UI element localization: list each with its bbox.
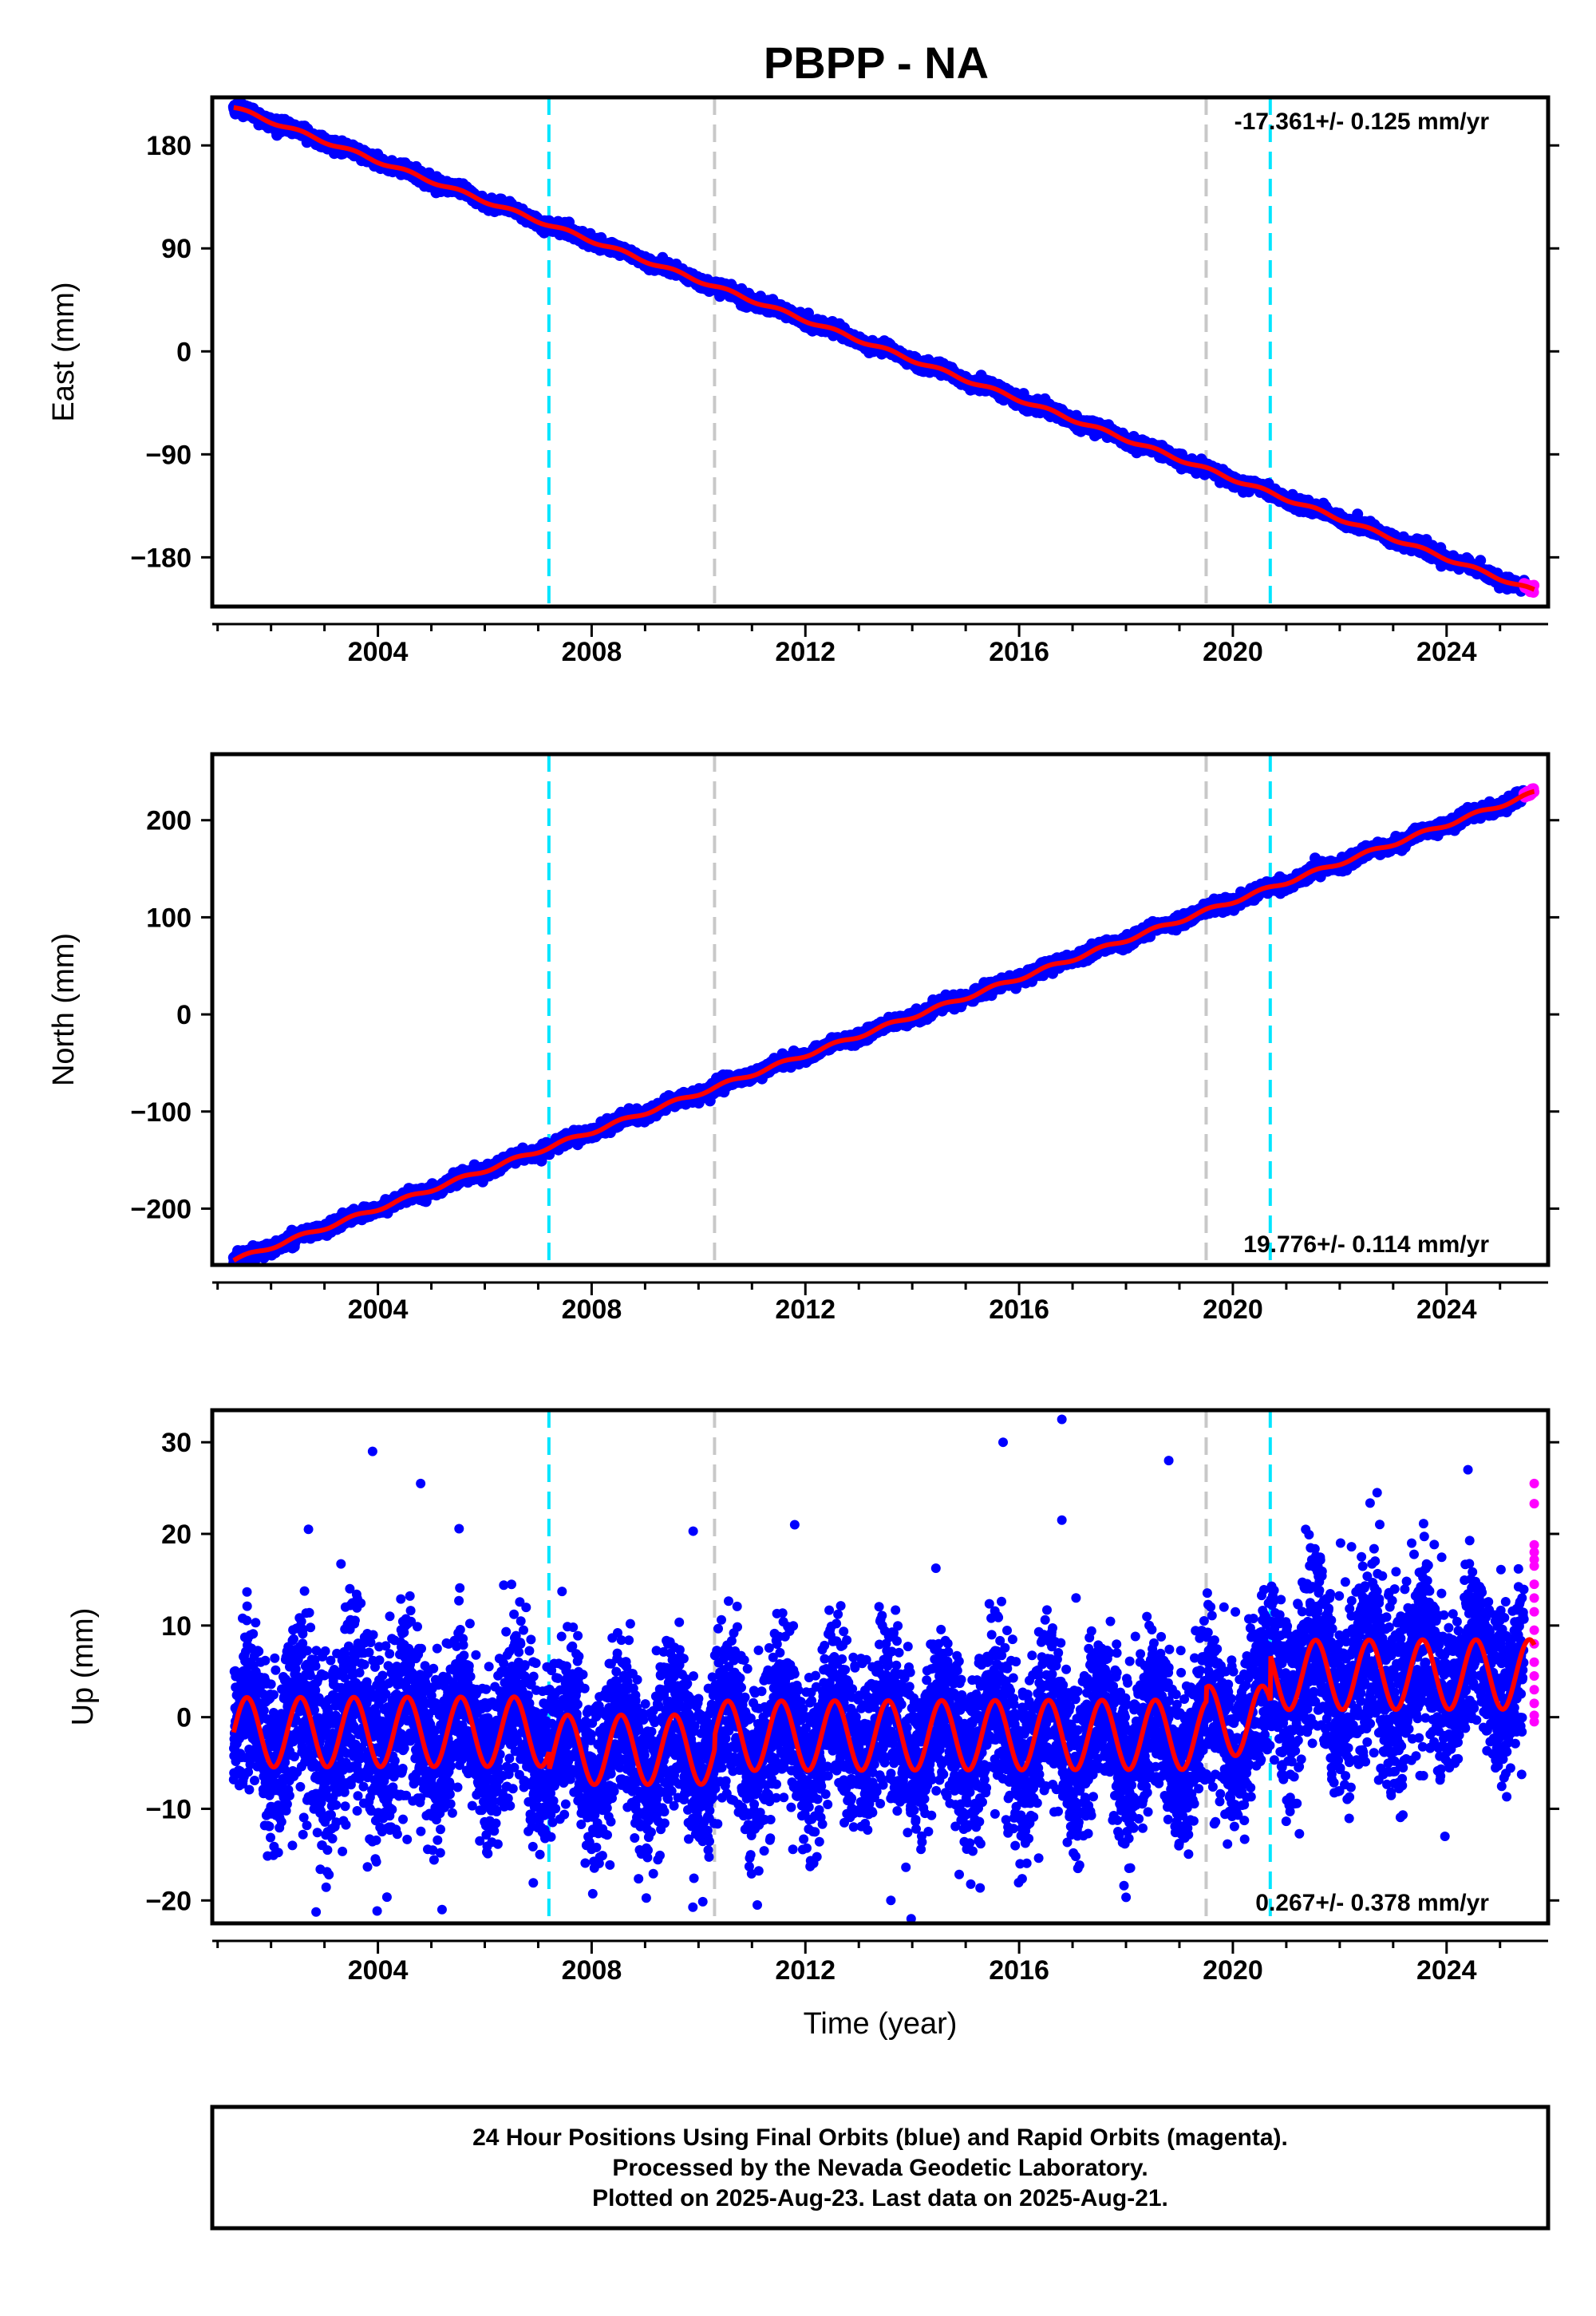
y-tick-label: 180: [146, 131, 192, 161]
panel-east: 2004 2008 2012 2016 2020 2024 180 90 0 −90 −180 Eas…: [47, 95, 1559, 667]
chart-title: PBPP - NA: [764, 38, 989, 88]
plot-area: [227, 754, 1540, 1265]
y-tick-label: −90: [145, 440, 192, 470]
plot-area: [227, 97, 1540, 607]
velocity-annotation: -17.361+/- 0.125 mm/yr: [1235, 109, 1490, 135]
y-axis-label: East (mm): [47, 282, 81, 421]
chart-panels: 2004 2008 2012 2016 2020 2024 180 90 0 −90 −180 Eas…: [47, 95, 1559, 2041]
x-tick-label: 2004: [348, 637, 409, 667]
x-tick-label: 2020: [1203, 637, 1263, 667]
x-tick-label: 2008: [562, 637, 622, 667]
x-tick-label: 2024: [1416, 637, 1477, 667]
y-tick-label: 0: [176, 337, 192, 367]
y-tick-label: −180: [130, 543, 192, 573]
x-tick-label: 2012: [775, 637, 836, 667]
x-tick-label: 2016: [989, 637, 1049, 667]
y-tick-label: 90: [161, 234, 192, 264]
panel-north: 2004 2008 2012 2016 2020 20242001000−100−200N…: [47, 752, 1559, 1325]
